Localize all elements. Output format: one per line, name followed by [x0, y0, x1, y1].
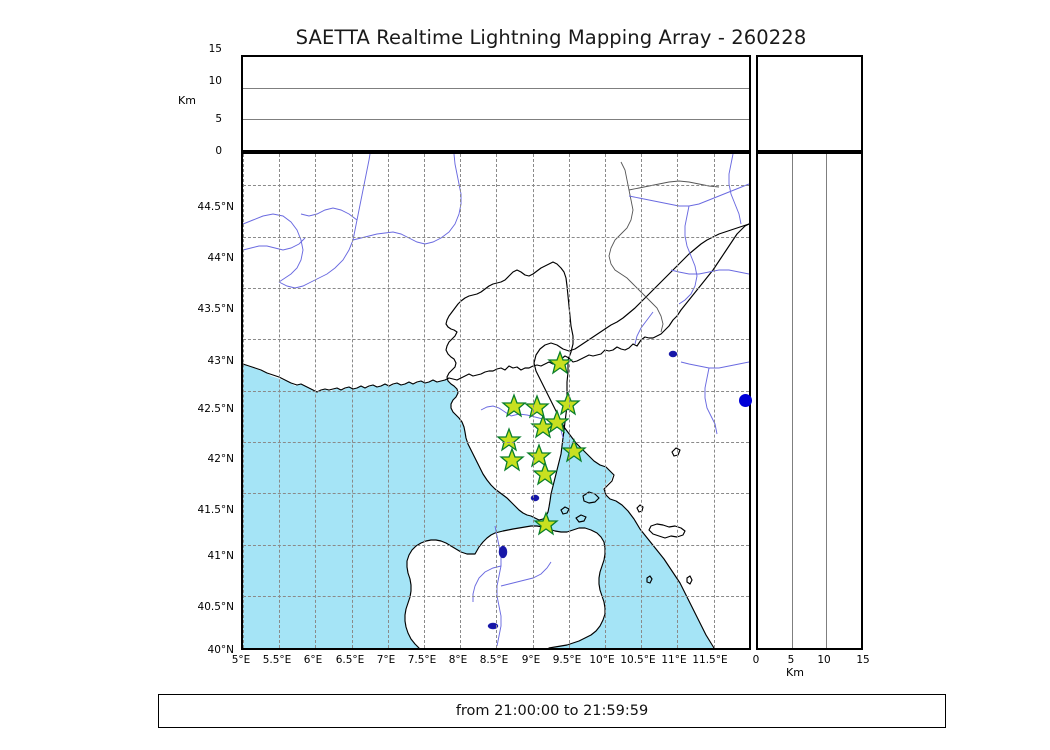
tick-lon-7: 7°E — [376, 654, 396, 666]
tick-lat-41: 41°N — [207, 550, 234, 562]
tick-lat-43: 43°N — [207, 355, 234, 367]
map-gridline-v — [424, 154, 425, 648]
tick-lon-6: 6°E — [303, 654, 323, 666]
tick-lon-11.5: 11.5°E — [692, 654, 728, 666]
map-gridline-h — [243, 442, 749, 444]
map-gridline-v — [568, 154, 570, 648]
map-panel[interactable] — [241, 152, 751, 650]
map-gridline-v — [351, 154, 353, 648]
tick-lon-5.5: 5.5°E — [262, 654, 292, 666]
map-gridline-v — [605, 154, 606, 648]
map-gridline-v — [279, 154, 281, 648]
map-gridline-h — [243, 288, 749, 289]
tick-top-15: 15 — [208, 43, 222, 55]
axis-label-km-horizontal: Km — [786, 666, 804, 679]
tick-lat-44.5: 44.5°N — [197, 201, 234, 213]
tick-right-15: 15 — [856, 654, 870, 666]
time-range-caption: from 21:00:00 to 21:59:59 — [158, 694, 946, 728]
tick-right-10: 10 — [817, 654, 831, 666]
tick-lon-5: 5°E — [231, 654, 251, 666]
map-gridline-h — [243, 236, 749, 238]
axis-label-km-vertical: Km — [178, 94, 196, 107]
tick-top-0: 0 — [215, 145, 222, 157]
tick-lat-44: 44°N — [207, 252, 234, 264]
tick-right-0: 0 — [752, 654, 760, 666]
altitude-vs-longitude-panel[interactable] — [241, 55, 751, 152]
lightning-source-marker — [739, 394, 752, 407]
tick-lon-10: 10°E — [589, 654, 615, 666]
tick-lon-7.5: 7.5°E — [407, 654, 437, 666]
map-gridline-h — [243, 544, 749, 546]
tick-top-5: 5 — [215, 113, 222, 125]
altitude-vs-latitude-panel[interactable] — [756, 152, 863, 650]
map-gridline-v — [460, 154, 462, 648]
map-gridline-v — [387, 154, 389, 648]
tick-lat-41.5: 41.5°N — [197, 504, 234, 516]
tick-lat-42: 42°N — [207, 453, 234, 465]
map-gridline-h — [243, 390, 749, 392]
tick-lon-9.5: 9.5°E — [552, 654, 582, 666]
map-gridline-h — [243, 185, 749, 187]
tick-lon-9: 9°E — [521, 654, 541, 666]
tick-lat-43.5: 43.5°N — [197, 303, 234, 315]
tick-right-5: 5 — [787, 654, 795, 666]
station-markers — [496, 350, 587, 536]
tick-lon-10.5: 10.5°E — [620, 654, 656, 666]
altitude-histogram-panel[interactable] — [756, 55, 863, 152]
tick-top-10: 10 — [208, 75, 222, 87]
tick-lon-11: 11°E — [661, 654, 687, 666]
map-gridline-v — [243, 154, 244, 648]
map-gridline-v — [532, 154, 534, 648]
tick-lat-42.5: 42.5°N — [197, 403, 234, 415]
map-gridline-h — [243, 647, 749, 648]
page-title: SAETTA Realtime Lightning Mapping Array … — [295, 26, 807, 49]
map-gridline-v — [677, 154, 679, 648]
map-gridline-h — [243, 596, 749, 598]
tick-lon-8.5: 8.5°E — [479, 654, 509, 666]
map-graphic — [243, 154, 749, 648]
map-gridline-v — [713, 154, 715, 648]
map-gridline-v — [496, 154, 498, 648]
map-gridline-v — [315, 154, 317, 648]
tick-lat-40.5: 40.5°N — [197, 601, 234, 613]
tick-lon-8: 8°E — [448, 654, 468, 666]
map-gridline-v — [641, 154, 643, 648]
map-gridline-h — [243, 339, 749, 341]
tick-lon-6.5: 6.5°E — [335, 654, 365, 666]
map-gridline-h — [243, 493, 749, 495]
caption-text: from 21:00:00 to 21:59:59 — [455, 703, 649, 719]
tick-lat-40: 40°N — [207, 644, 234, 656]
